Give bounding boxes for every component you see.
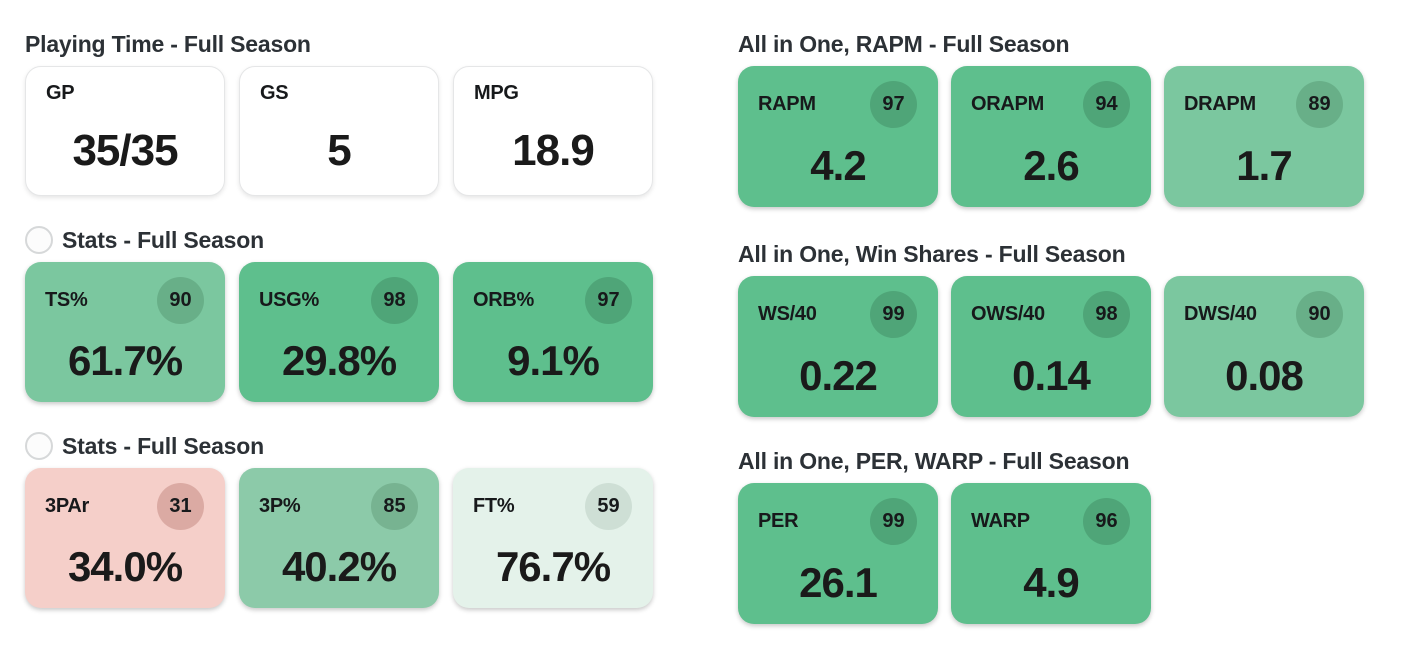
section-per-warp: All in One, PER, WARP - Full Season PER …	[738, 447, 1368, 624]
stat-card-rapm: RAPM 97 4.2	[738, 66, 938, 207]
percentile-badge: 98	[371, 277, 418, 324]
percentile-badge: 59	[585, 483, 632, 530]
right-column: All in One, RAPM - Full Season RAPM 97 4…	[738, 0, 1368, 624]
stat-label: 3PAr	[45, 495, 90, 517]
stat-card-dws40: DWS/40 90 0.08	[1164, 276, 1364, 417]
stat-label: 3P%	[259, 495, 301, 517]
percentile-badge: 90	[1296, 291, 1343, 338]
stat-value: 9.1%	[507, 337, 600, 384]
section-header: All in One, PER, WARP - Full Season	[738, 447, 1368, 475]
stat-value: 34.0%	[67, 543, 183, 590]
section-header: All in One, Win Shares - Full Season	[738, 240, 1368, 268]
stats-dashboard: Playing Time - Full Season GP 35/35 GS 5	[25, 0, 1368, 624]
stat-label: ORAPM	[971, 93, 1044, 115]
section-header: All in One, RAPM - Full Season	[738, 30, 1368, 58]
stat-card-mpg: MPG 18.9	[453, 66, 653, 196]
stat-label: ORB%	[473, 289, 535, 311]
section-playing-time: Playing Time - Full Season GP 35/35 GS 5	[25, 30, 653, 196]
stat-label: USG%	[259, 289, 319, 311]
stat-card-ows40: OWS/40 98 0.14	[951, 276, 1151, 417]
stat-value: 26.1	[799, 559, 878, 606]
percentile-badge: 94	[1083, 81, 1130, 128]
stat-label: GP	[46, 81, 75, 104]
cards-row: 3PAr 31 34.0% 3P% 85 40.2% FT% 59	[25, 468, 653, 608]
percentile-badge: 96	[1083, 498, 1130, 545]
stat-card-ws40: WS/40 99 0.22	[738, 276, 938, 417]
stat-value: 0.14	[1012, 352, 1091, 399]
percentile-badge: 98	[1083, 291, 1130, 338]
stat-card-gp: GP 35/35	[25, 66, 225, 196]
left-column: Playing Time - Full Season GP 35/35 GS 5	[25, 0, 653, 624]
stat-label: WS/40	[758, 303, 817, 325]
stat-value: 0.22	[799, 352, 878, 399]
stat-value: 2.6	[1023, 142, 1079, 189]
stat-value: 4.2	[810, 142, 866, 189]
stat-value: 4.9	[1023, 559, 1079, 606]
cards-row: WS/40 99 0.22 OWS/40 98 0.14 DWS/40 90	[738, 276, 1368, 417]
stat-label: RAPM	[758, 93, 816, 115]
stat-value: 0.08	[1225, 352, 1304, 399]
stat-label: WARP	[971, 510, 1030, 532]
stat-card-ft: FT% 59 76.7%	[453, 468, 653, 608]
stat-label: GS	[260, 81, 289, 104]
stat-value: 40.2%	[281, 543, 397, 590]
stat-label: DWS/40	[1184, 303, 1257, 325]
percentile-badge: 89	[1296, 81, 1343, 128]
percentile-badge: 97	[585, 277, 632, 324]
section-title: All in One, PER, WARP - Full Season	[738, 447, 1130, 474]
section-header: Playing Time - Full Season	[25, 30, 653, 58]
section-stats-b: Stats - Full Season 3PAr 31 34.0% 3P% 85…	[25, 432, 653, 608]
stat-value: 18.9	[512, 126, 595, 175]
stat-value: 29.8%	[281, 337, 397, 384]
stat-label: OWS/40	[971, 303, 1045, 325]
stat-value: 35/35	[72, 126, 178, 175]
stat-value: 76.7%	[495, 543, 611, 590]
section-title: Stats - Full Season	[62, 226, 264, 253]
percentile-badge: 90	[157, 277, 204, 324]
stat-card-orapm: ORAPM 94 2.6	[951, 66, 1151, 207]
stat-card-3p: 3P% 85 40.2%	[239, 468, 439, 608]
stat-card-ts: TS% 90 61.7%	[25, 262, 225, 402]
cards-row: GP 35/35 GS 5 MPG 18.9	[25, 66, 653, 196]
section-header: Stats - Full Season	[25, 226, 653, 254]
section-win-shares: All in One, Win Shares - Full Season WS/…	[738, 240, 1368, 417]
section-title: Playing Time - Full Season	[25, 30, 311, 57]
stat-label: TS%	[45, 289, 88, 311]
section-stats-a: Stats - Full Season TS% 90 61.7% USG% 98…	[25, 226, 653, 402]
cards-row: PER 99 26.1 WARP 96 4.9	[738, 483, 1368, 624]
percentile-badge: 85	[371, 483, 418, 530]
stat-label: FT%	[473, 495, 515, 517]
stat-card-usg: USG% 98 29.8%	[239, 262, 439, 402]
cards-row: TS% 90 61.7% USG% 98 29.8% ORB% 97	[25, 262, 653, 402]
circle-toggle-icon[interactable]	[25, 432, 53, 460]
circle-toggle-icon[interactable]	[25, 226, 53, 254]
cards-row: RAPM 97 4.2 ORAPM 94 2.6 DRAPM 89	[738, 66, 1368, 207]
stat-card-warp: WARP 96 4.9	[951, 483, 1151, 624]
stat-card-3par: 3PAr 31 34.0%	[25, 468, 225, 608]
percentile-badge: 31	[157, 483, 204, 530]
section-header: Stats - Full Season	[25, 432, 653, 460]
stat-card-drapm: DRAPM 89 1.7	[1164, 66, 1364, 207]
section-title: Stats - Full Season	[62, 432, 264, 459]
stat-value: 5	[327, 126, 351, 175]
stat-card-gs: GS 5	[239, 66, 439, 196]
percentile-badge: 97	[870, 81, 917, 128]
stat-label: DRAPM	[1184, 93, 1256, 115]
stat-value: 1.7	[1236, 142, 1292, 189]
stat-card-per: PER 99 26.1	[738, 483, 938, 624]
percentile-badge: 99	[870, 498, 917, 545]
section-rapm: All in One, RAPM - Full Season RAPM 97 4…	[738, 30, 1368, 207]
section-title: All in One, Win Shares - Full Season	[738, 240, 1126, 267]
section-title: All in One, RAPM - Full Season	[738, 30, 1070, 57]
stat-label: PER	[758, 510, 799, 532]
stat-card-orb: ORB% 97 9.1%	[453, 262, 653, 402]
percentile-badge: 99	[870, 291, 917, 338]
stat-value: 61.7%	[67, 337, 183, 384]
stat-label: MPG	[474, 81, 519, 104]
